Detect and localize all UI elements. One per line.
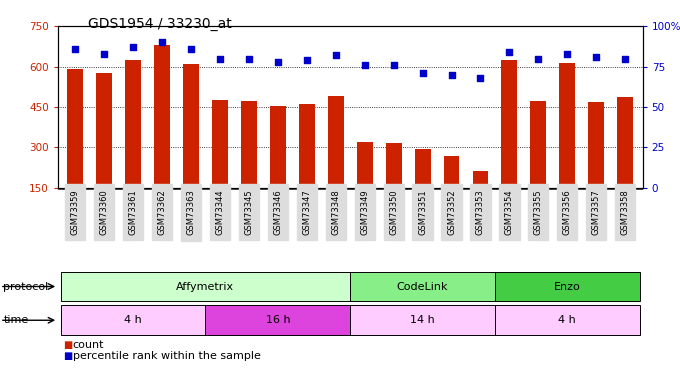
Text: GSM73345: GSM73345 <box>244 189 254 235</box>
Text: GSM73362: GSM73362 <box>158 189 167 235</box>
Text: GSM73356: GSM73356 <box>563 189 572 235</box>
Bar <box>183 64 199 188</box>
Point <box>619 56 630 62</box>
Text: GSM73357: GSM73357 <box>592 189 600 235</box>
Text: GSM73344: GSM73344 <box>216 189 224 235</box>
Text: 16 h: 16 h <box>265 315 290 325</box>
Bar <box>530 101 546 188</box>
Point <box>99 51 109 57</box>
Point <box>330 52 341 58</box>
Bar <box>443 156 460 188</box>
Point <box>562 51 573 57</box>
Text: GSM73354: GSM73354 <box>505 189 514 235</box>
Text: GSM73350: GSM73350 <box>389 189 398 235</box>
Bar <box>125 60 141 188</box>
Bar <box>350 306 495 335</box>
Bar <box>96 73 112 188</box>
Bar <box>350 272 495 301</box>
Bar <box>560 63 575 188</box>
Text: Enzo: Enzo <box>554 282 581 291</box>
Text: Affymetrix: Affymetrix <box>176 282 235 291</box>
Point <box>156 39 167 45</box>
Point <box>128 44 139 50</box>
Point <box>475 75 486 81</box>
Point <box>214 56 225 62</box>
Bar <box>617 97 633 188</box>
Text: GSM73353: GSM73353 <box>476 189 485 235</box>
Text: ■: ■ <box>63 351 73 361</box>
Point <box>533 56 544 62</box>
Text: GSM73351: GSM73351 <box>418 189 427 235</box>
Bar <box>415 148 430 188</box>
Text: 14 h: 14 h <box>410 315 435 325</box>
Bar <box>154 45 170 188</box>
Bar <box>241 102 257 188</box>
Point <box>446 72 457 78</box>
Text: percentile rank within the sample: percentile rank within the sample <box>73 351 260 361</box>
Text: GSM73348: GSM73348 <box>331 189 340 235</box>
Bar <box>328 96 343 188</box>
Text: GSM73349: GSM73349 <box>360 189 369 235</box>
Bar <box>61 272 350 301</box>
Text: CodeLink: CodeLink <box>397 282 448 291</box>
Point <box>70 46 81 52</box>
Text: GSM73359: GSM73359 <box>71 189 80 235</box>
Point <box>186 46 197 52</box>
Bar <box>588 102 605 188</box>
Text: time: time <box>3 315 29 325</box>
Bar <box>495 306 640 335</box>
Point <box>417 70 428 76</box>
Text: 4 h: 4 h <box>124 315 142 325</box>
Text: GSM73346: GSM73346 <box>273 189 282 235</box>
Text: GSM73358: GSM73358 <box>621 189 630 235</box>
Bar <box>473 171 488 188</box>
Bar <box>67 69 83 188</box>
Point <box>243 56 254 62</box>
Bar <box>386 143 402 188</box>
Text: GSM73363: GSM73363 <box>186 189 195 235</box>
Text: GSM73361: GSM73361 <box>129 189 137 235</box>
Bar <box>501 60 517 188</box>
Point <box>301 57 312 63</box>
Bar <box>495 272 640 301</box>
Point <box>591 54 602 60</box>
Text: GSM73360: GSM73360 <box>100 189 109 235</box>
Point <box>388 62 399 68</box>
Bar <box>299 104 315 188</box>
Text: GSM73355: GSM73355 <box>534 189 543 235</box>
Text: GDS1954 / 33230_at: GDS1954 / 33230_at <box>88 17 232 31</box>
Bar <box>61 306 205 335</box>
Text: GSM73347: GSM73347 <box>303 189 311 235</box>
Point <box>359 62 370 68</box>
Bar <box>270 106 286 188</box>
Text: GSM73352: GSM73352 <box>447 189 456 235</box>
Point <box>504 49 515 55</box>
Bar <box>205 306 350 335</box>
Text: count: count <box>73 340 104 350</box>
Text: ■: ■ <box>63 340 73 350</box>
Bar <box>212 100 228 188</box>
Text: protocol: protocol <box>3 282 49 291</box>
Bar <box>357 142 373 188</box>
Point <box>273 59 284 65</box>
Text: 4 h: 4 h <box>558 315 576 325</box>
